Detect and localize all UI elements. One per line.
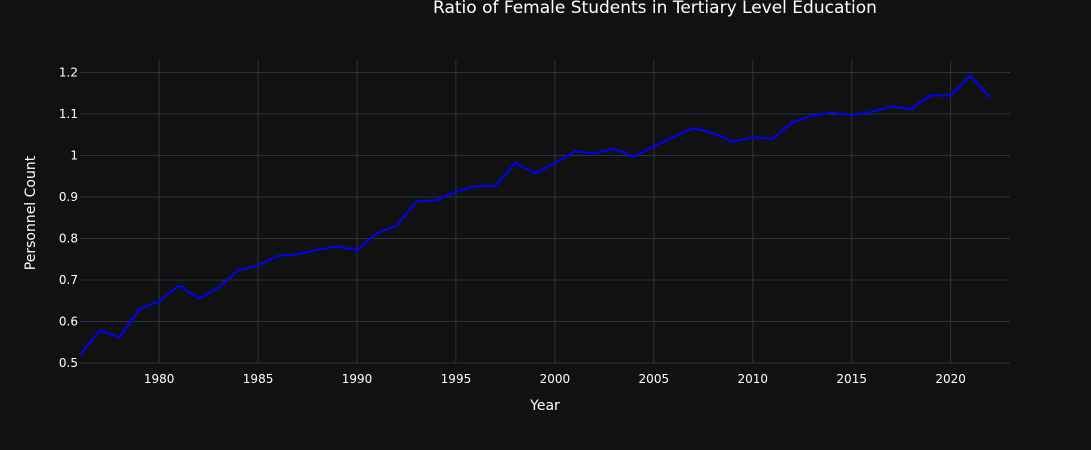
y-axis-ticks: 0.5 0.6 0.7 0.8 0.9 1 1.1 1.2	[59, 65, 78, 370]
y-tick-label: 0.6	[59, 314, 78, 328]
y-tick-label: 0.9	[59, 190, 78, 204]
y-tick-label: 1.1	[59, 107, 78, 121]
x-tick-label: 2000	[540, 372, 571, 386]
x-axis-ticks: 1980 1985 1990 1995 2000 2005 2010 2015 2020	[144, 372, 966, 386]
grid	[80, 60, 1010, 364]
y-tick-label: 0.5	[59, 356, 78, 370]
x-tick-label: 2015	[836, 372, 867, 386]
series-layer	[79, 74, 991, 356]
x-tick-label: 1980	[144, 372, 175, 386]
y-tick-label: 0.8	[59, 231, 78, 245]
x-tick-label: 1995	[441, 372, 472, 386]
x-axis-title: Year	[529, 398, 560, 414]
y-axis-title: Personnel Count	[23, 155, 39, 270]
x-tick-label: 2005	[639, 372, 670, 386]
y-tick-label: 1.2	[59, 65, 78, 79]
chart-title: Ratio of Female Students in Tertiary Lev…	[433, 0, 877, 18]
x-tick-label: 1985	[243, 372, 274, 386]
y-tick-label: 0.7	[59, 273, 78, 287]
x-tick-label: 2020	[935, 372, 966, 386]
x-tick-label: 1990	[342, 372, 373, 386]
y-tick-label: 1	[70, 148, 78, 162]
x-tick-label: 2010	[737, 372, 768, 386]
series-line	[79, 74, 991, 356]
